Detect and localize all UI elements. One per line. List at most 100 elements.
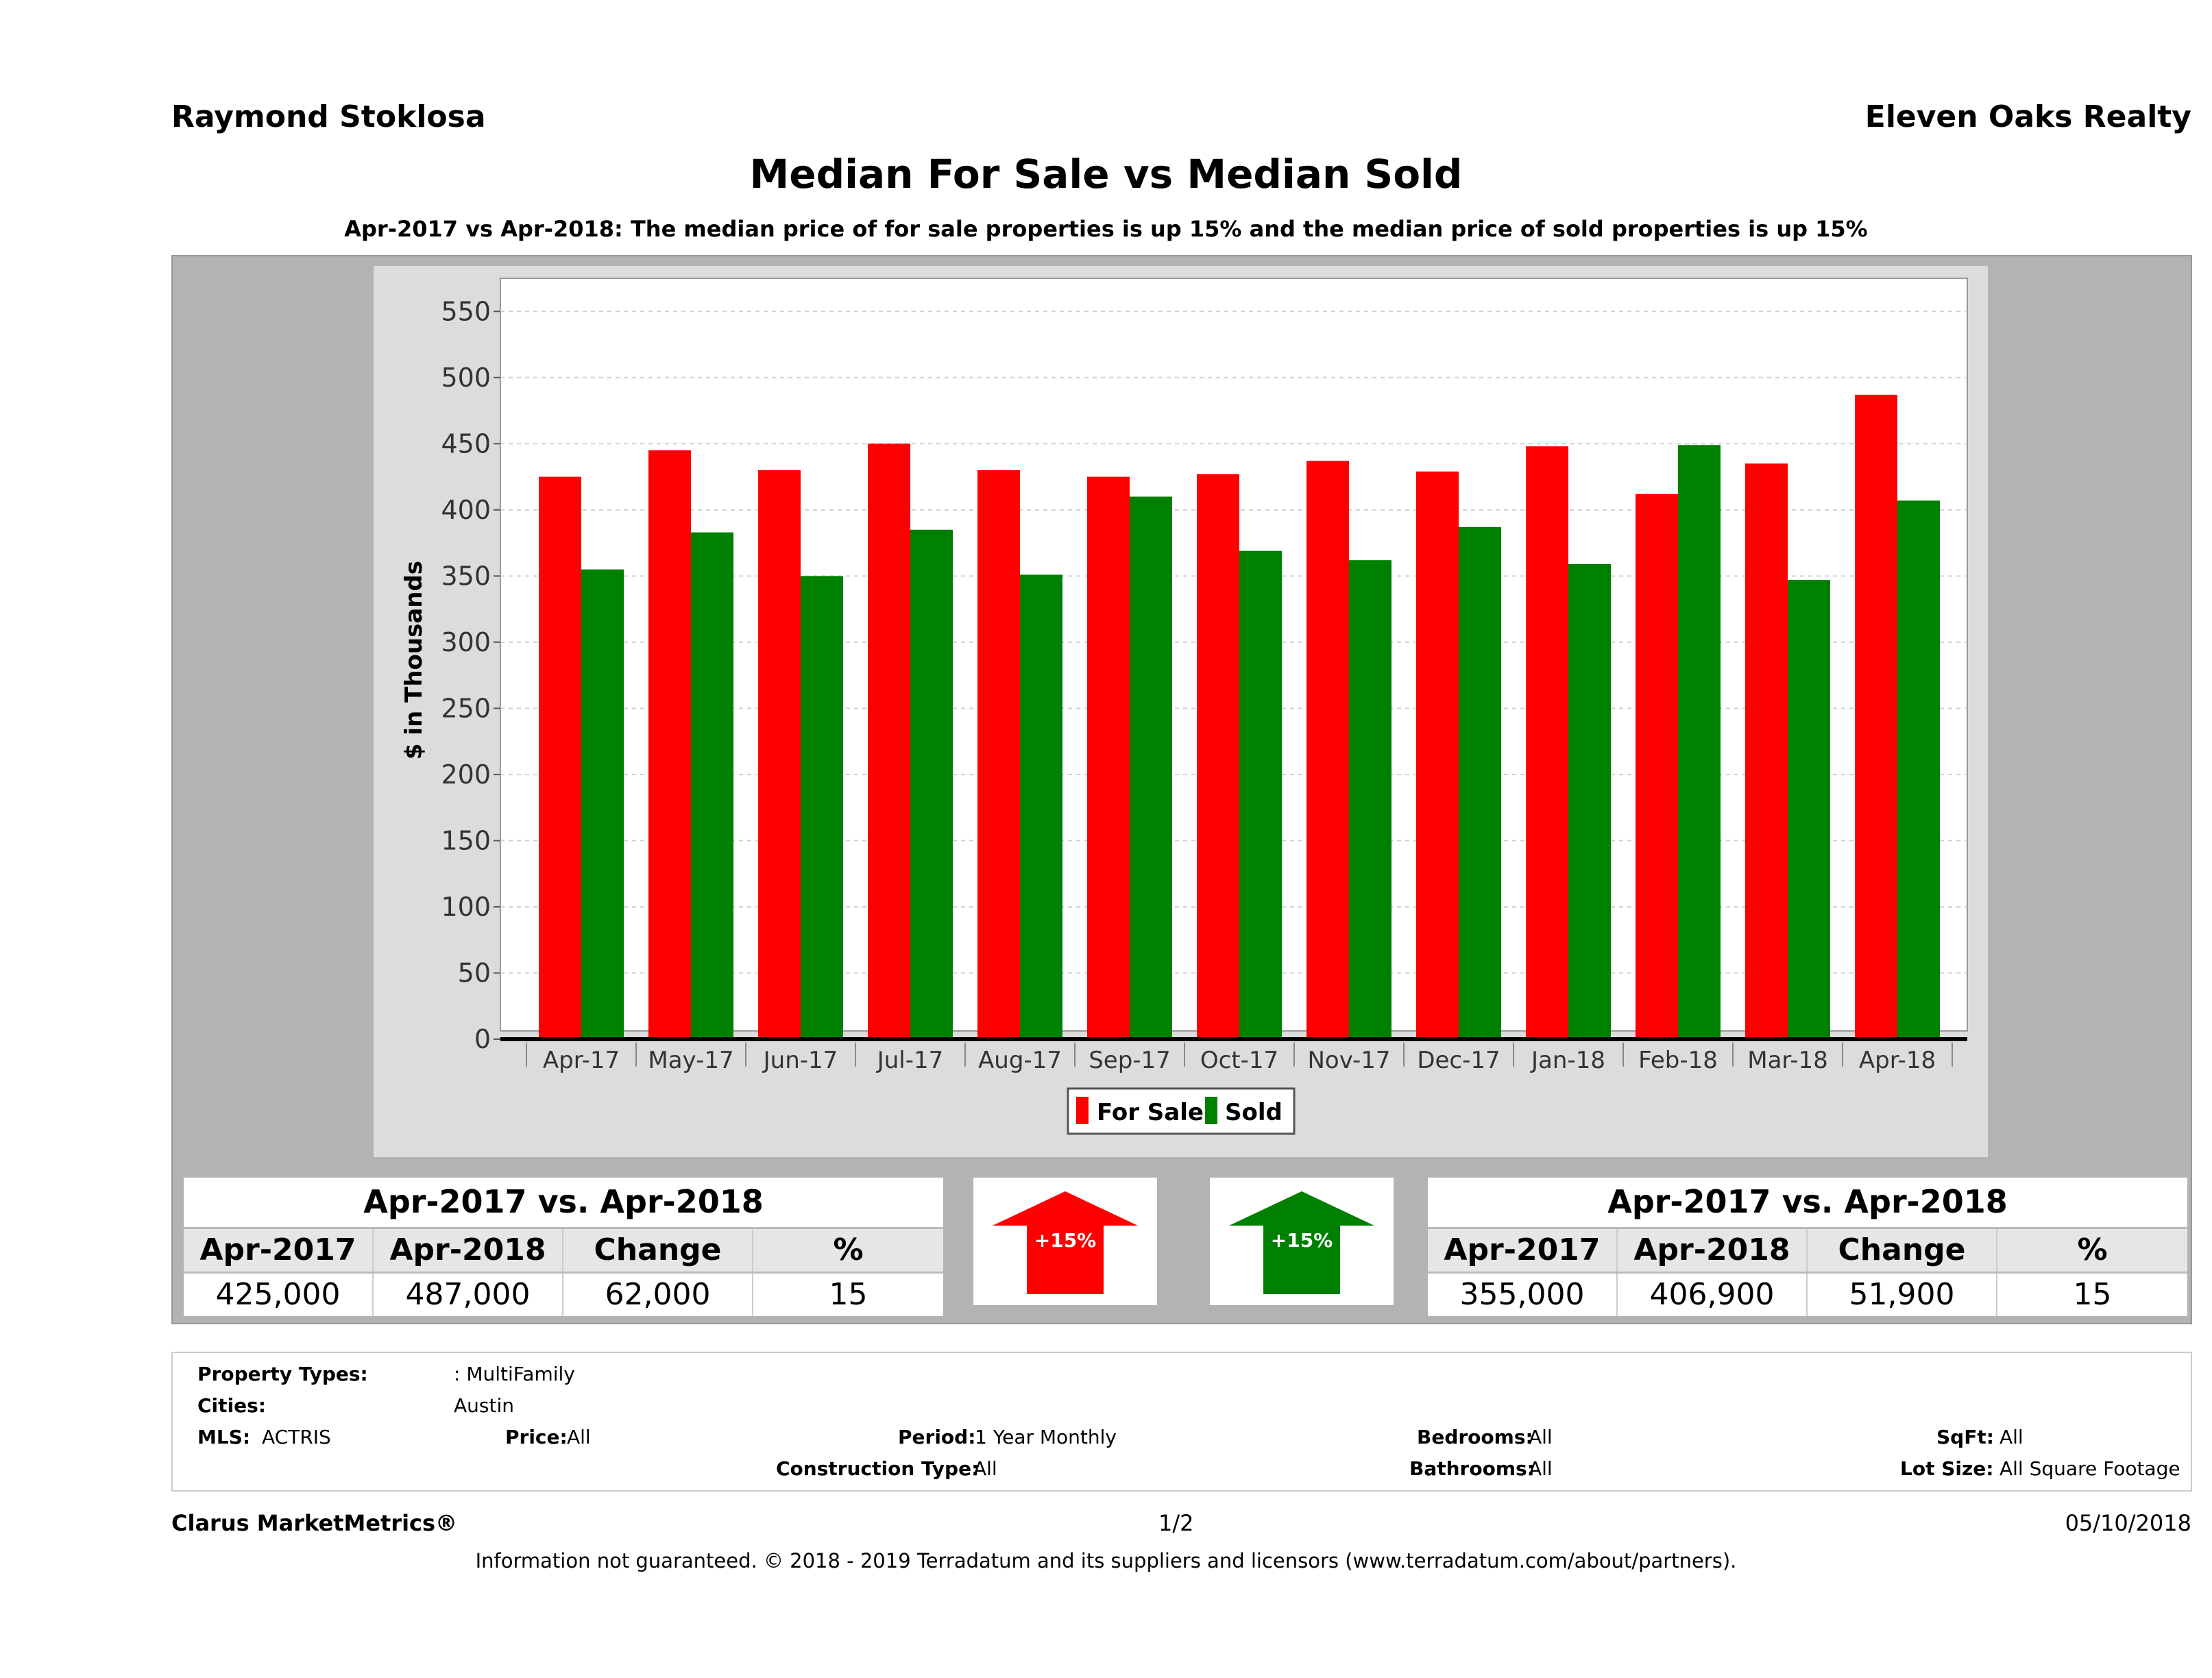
legend-swatch-sold	[1205, 1097, 1217, 1124]
lot-size-value: All Square Footage	[2000, 1457, 2180, 1480]
x-tick-label: Jul-17	[876, 1047, 944, 1074]
header-cell: Apr-2018	[1618, 1229, 1808, 1272]
bar-for-sale	[1526, 446, 1568, 1039]
legend: For Sale Sold	[1067, 1087, 1296, 1135]
y-tick-label: 550	[441, 296, 491, 326]
x-tick-label: Nov-17	[1308, 1047, 1391, 1074]
bar-sold	[1678, 445, 1721, 1039]
cities-label: Cities:	[197, 1394, 266, 1417]
bars	[539, 394, 1940, 1039]
period-value: 1 Year Monthly	[975, 1426, 1117, 1448]
sold-summary: Apr-2017 vs. Apr-2018 Apr-2017 Apr-2018 …	[1428, 1178, 2187, 1316]
bar-for-sale	[1306, 461, 1349, 1039]
bathrooms-label: Bathrooms:	[1409, 1457, 1535, 1480]
header-cell: %	[2077, 1232, 2108, 1267]
price-label: Price:	[505, 1426, 568, 1448]
bar-sold	[691, 532, 733, 1039]
value-cell: 406,900	[1618, 1274, 1808, 1316]
header-cell: Apr-2017	[184, 1229, 374, 1272]
legend-swatch-for-sale	[1076, 1097, 1089, 1124]
y-tick-label: 0	[474, 1024, 491, 1054]
x-axis-ticks: Apr-17 May-17 Jun-17 Jul-17 Aug-17 Sep-17 Oct-…	[526, 1043, 1953, 1074]
y-tick-label: 300	[441, 627, 491, 657]
for-sale-change-label: +15%	[1034, 1229, 1097, 1252]
value-cell: 15	[2073, 1277, 2112, 1312]
bar-for-sale	[758, 470, 801, 1039]
bar-sold	[1788, 580, 1830, 1039]
bar-for-sale	[1855, 394, 1897, 1039]
y-tick-label: 250	[441, 693, 491, 723]
bathrooms-value: All	[1529, 1457, 1553, 1480]
bar-sold	[1020, 574, 1062, 1039]
y-tick-label: 150	[441, 825, 491, 855]
header-cell: Change	[563, 1229, 753, 1272]
bar-sold	[801, 576, 843, 1039]
bar-for-sale	[1636, 494, 1678, 1039]
up-arrow-icon	[993, 1191, 1138, 1294]
bar-for-sale	[1197, 474, 1239, 1039]
brokerage-name: Eleven Oaks Realty	[1864, 99, 2191, 134]
sqft-label: SqFt:	[1936, 1426, 1994, 1448]
sold-change-label: +15%	[1270, 1229, 1333, 1252]
value-cell: 62,000	[563, 1274, 753, 1316]
disclaimer: Information not guaranteed. © 2018 - 201…	[475, 1549, 1737, 1572]
bar-sold	[1349, 560, 1391, 1039]
period-label: Period:	[898, 1426, 976, 1448]
x-tick-label: Feb-18	[1638, 1047, 1718, 1074]
mls-value: ACTRIS	[262, 1426, 331, 1448]
agent-name: Raymond Stoklosa	[171, 99, 486, 134]
y-tick-label: 100	[441, 892, 491, 922]
bar-for-sale	[648, 450, 691, 1039]
for-sale-change-arrow-box: +15%	[973, 1178, 1157, 1305]
report-filters: Property Types: : MultiFamily Cities: Au…	[171, 1352, 2192, 1492]
lot-size-label: Lot Size:	[1900, 1457, 1994, 1480]
bar-for-sale	[977, 470, 1020, 1039]
bar-sold	[1239, 550, 1282, 1039]
mls-label: MLS:	[197, 1426, 251, 1448]
x-tick-label: Apr-17	[543, 1047, 620, 1074]
up-arrow-icon	[1229, 1191, 1374, 1294]
bar-sold	[1459, 526, 1501, 1039]
legend-label-for-sale: For Sale	[1097, 1099, 1204, 1126]
header-cell: Change	[1808, 1229, 1997, 1272]
x-tick-label: May-17	[648, 1047, 733, 1074]
bar-for-sale	[1087, 476, 1130, 1039]
for-sale-summary-header-row: Apr-2017 Apr-2018 Change %	[184, 1227, 943, 1274]
sold-summary-title: Apr-2017 vs. Apr-2018	[1428, 1178, 2187, 1226]
x-tick-label: Oct-17	[1200, 1047, 1278, 1074]
sqft-value: All	[2000, 1426, 2023, 1448]
page-number: 1/2	[1158, 1510, 1194, 1536]
header-cell: Apr-2018	[374, 1229, 563, 1272]
header-cell: %	[833, 1232, 864, 1267]
sold-summary-value-row: 355,000 406,900 51,900 15	[1428, 1274, 2187, 1316]
bar-sold	[581, 569, 624, 1039]
x-tick-label: Jun-17	[762, 1047, 838, 1074]
legend-label-sold: Sold	[1225, 1099, 1283, 1126]
header-cell: Apr-2017	[1428, 1229, 1618, 1272]
bar-for-sale	[868, 443, 910, 1039]
value-cell: 15	[829, 1277, 868, 1312]
x-tick-label: Mar-18	[1747, 1047, 1828, 1074]
property-types-label: Property Types:	[197, 1363, 368, 1385]
product-name: Clarus MarketMetrics®	[171, 1510, 458, 1536]
bedrooms-label: Bedrooms:	[1417, 1426, 1533, 1448]
property-types-value: : MultiFamily	[454, 1363, 575, 1385]
value-cell: 425,000	[184, 1274, 374, 1316]
y-tick-label: 500	[441, 363, 491, 393]
value-cell: 355,000	[1428, 1274, 1618, 1316]
x-tick-label: Jan-18	[1530, 1047, 1605, 1074]
y-axis-label: $ in Thousands	[400, 561, 428, 759]
x-tick-label: Sep-17	[1089, 1047, 1171, 1074]
bar-sold	[1897, 500, 1940, 1039]
bar-for-sale	[539, 476, 581, 1039]
bar-chart: 0 50 100 150 200 250 300 350 400 450 500 550 Apr-17…	[400, 278, 1968, 1135]
for-sale-summary-title: Apr-2017 vs. Apr-2018	[184, 1178, 943, 1226]
bar-sold	[910, 529, 953, 1039]
y-tick-label: 200	[441, 759, 491, 790]
x-tick-label: Dec-17	[1417, 1047, 1500, 1074]
bar-sold	[1568, 563, 1611, 1039]
y-axis-ticks: 0 50 100 150 200 250 300 350 400 450 500 550	[441, 296, 500, 1054]
report-date: 05/10/2018	[2065, 1510, 2191, 1536]
x-tick-label: Apr-18	[1859, 1047, 1936, 1074]
bar-for-sale	[1416, 471, 1459, 1039]
